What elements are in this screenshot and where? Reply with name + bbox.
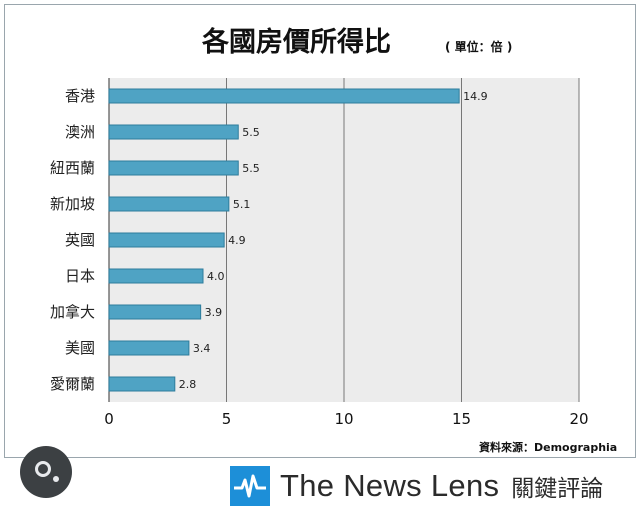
bar-chart: 各國房價所得比 ( 單位：倍 ) 0 5 10 15 20 香港 14.9 澳洲 5.5 紐西蘭 5… [50,26,617,454]
x-tick-label: 0 [104,410,114,428]
brand-name-chinese: 關鍵評論 [511,476,604,502]
value-label: 4.9 [228,234,246,247]
labels: 0 5 10 15 20 香港 14.9 澳洲 5.5 紐西蘭 5.5 新加坡 5.1 英國 4.9 日本 4.… [50,87,589,428]
category-label: 加拿大 [50,303,95,321]
x-tick-label: 20 [569,410,588,428]
chart-unit-note: ( 單位：倍 ) [445,39,512,54]
value-label: 14.9 [463,90,488,103]
category-label: 紐西蘭 [50,159,95,177]
value-label: 2.8 [179,378,197,391]
bar [108,376,176,392]
category-label: 英國 [65,231,95,249]
category-label: 愛爾蘭 [50,375,95,393]
bar [108,232,225,248]
value-label: 3.4 [193,342,211,355]
bar [108,160,239,176]
lens-search-icon[interactable] [20,446,72,498]
category-label: 香港 [65,87,95,105]
x-tick-label: 5 [222,410,232,428]
bar [108,196,230,212]
category-label: 澳洲 [65,123,95,141]
value-label: 5.5 [242,162,260,175]
chart-title: 各國房價所得比 [201,26,391,58]
brand-name: The News Lens [280,468,500,503]
value-label: 5.1 [233,198,251,211]
bars [108,88,460,392]
source-note: 資料來源：Demographia [479,440,617,454]
bar [108,88,460,104]
footer-brand: The News Lens 關鍵評論 [230,466,603,506]
news-lens-logo-icon [230,466,270,506]
chart-panel: 各國房價所得比 ( 單位：倍 ) 0 5 10 15 20 香港 14.9 澳洲 5.5 紐西蘭 5… [4,4,636,458]
bar [108,340,190,356]
value-label: 5.5 [242,126,260,139]
value-label: 3.9 [205,306,223,319]
bar [108,304,202,320]
category-label: 新加坡 [50,195,95,213]
category-label: 美國 [65,339,95,357]
category-label: 日本 [65,267,95,285]
bar [108,268,204,284]
value-label: 4.0 [207,270,225,283]
bar [108,124,239,140]
x-tick-label: 15 [452,410,471,428]
x-tick-label: 10 [334,410,353,428]
